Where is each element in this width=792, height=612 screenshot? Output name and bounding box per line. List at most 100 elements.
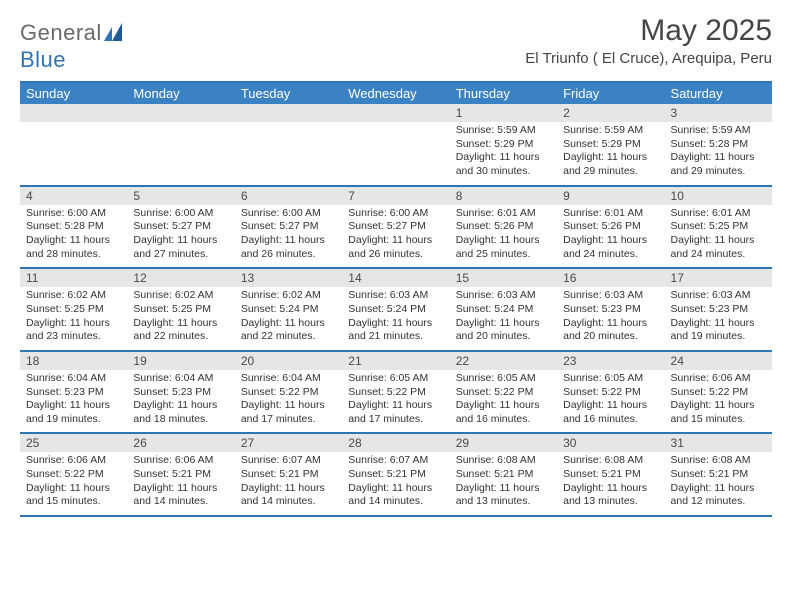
day-info: Sunrise: 6:00 AMSunset: 5:28 PMDaylight:… [20, 205, 127, 268]
sunrise-line: Sunrise: 6:05 AM [456, 372, 551, 386]
daylight-line: Daylight: 11 hours and 14 minutes. [241, 482, 336, 509]
day-number: 18 [20, 352, 127, 370]
day-info [235, 122, 342, 185]
sunset-line: Sunset: 5:23 PM [133, 386, 228, 400]
day-info: Sunrise: 6:03 AMSunset: 5:23 PMDaylight:… [665, 287, 772, 350]
dow-monday: Monday [127, 83, 234, 104]
daylight-line: Daylight: 11 hours and 21 minutes. [348, 317, 443, 344]
day-info: Sunrise: 6:02 AMSunset: 5:25 PMDaylight:… [20, 287, 127, 350]
info-row: Sunrise: 6:00 AMSunset: 5:28 PMDaylight:… [20, 205, 772, 268]
daylight-line: Daylight: 11 hours and 12 minutes. [671, 482, 766, 509]
daylight-line: Daylight: 11 hours and 23 minutes. [26, 317, 121, 344]
day-number: 10 [665, 187, 772, 205]
day-info: Sunrise: 6:06 AMSunset: 5:22 PMDaylight:… [665, 370, 772, 433]
sunset-line: Sunset: 5:21 PM [456, 468, 551, 482]
sunset-line: Sunset: 5:25 PM [671, 220, 766, 234]
sunset-line: Sunset: 5:27 PM [348, 220, 443, 234]
sunset-line: Sunset: 5:26 PM [563, 220, 658, 234]
day-info: Sunrise: 6:03 AMSunset: 5:23 PMDaylight:… [557, 287, 664, 350]
sunset-line: Sunset: 5:21 PM [563, 468, 658, 482]
sunrise-line: Sunrise: 6:04 AM [241, 372, 336, 386]
location: El Triunfo ( El Cruce), Arequipa, Peru [525, 50, 772, 67]
daylight-line: Daylight: 11 hours and 27 minutes. [133, 234, 228, 261]
day-number: 31 [665, 434, 772, 452]
sunrise-line: Sunrise: 6:08 AM [563, 454, 658, 468]
sunset-line: Sunset: 5:22 PM [671, 386, 766, 400]
day-number: 24 [665, 352, 772, 370]
day-number: 7 [342, 187, 449, 205]
daynum-row: 18192021222324 [20, 352, 772, 370]
weeks-container: 123Sunrise: 5:59 AMSunset: 5:29 PMDaylig… [20, 104, 772, 517]
sunset-line: Sunset: 5:23 PM [671, 303, 766, 317]
day-info: Sunrise: 6:00 AMSunset: 5:27 PMDaylight:… [342, 205, 449, 268]
daylight-line: Daylight: 11 hours and 25 minutes. [456, 234, 551, 261]
day-number: 9 [557, 187, 664, 205]
sunset-line: Sunset: 5:22 PM [456, 386, 551, 400]
day-number: 16 [557, 269, 664, 287]
day-info: Sunrise: 6:01 AMSunset: 5:25 PMDaylight:… [665, 205, 772, 268]
daylight-line: Daylight: 11 hours and 14 minutes. [348, 482, 443, 509]
day-info: Sunrise: 6:03 AMSunset: 5:24 PMDaylight:… [450, 287, 557, 350]
day-info: Sunrise: 6:05 AMSunset: 5:22 PMDaylight:… [450, 370, 557, 433]
sunset-line: Sunset: 5:24 PM [456, 303, 551, 317]
daylight-line: Daylight: 11 hours and 22 minutes. [133, 317, 228, 344]
sunset-line: Sunset: 5:21 PM [348, 468, 443, 482]
calendar: Sunday Monday Tuesday Wednesday Thursday… [20, 81, 772, 517]
day-number: 20 [235, 352, 342, 370]
sunrise-line: Sunrise: 6:02 AM [133, 289, 228, 303]
daynum-row: 11121314151617 [20, 269, 772, 287]
day-info: Sunrise: 6:04 AMSunset: 5:23 PMDaylight:… [20, 370, 127, 433]
title-block: May 2025 El Triunfo ( El Cruce), Arequip… [525, 14, 772, 67]
week-row: 18192021222324 Sunrise: 6:04 AM Sunset: 5:… [20, 352, 772, 435]
dow-saturday: Saturday [665, 83, 772, 104]
dow-friday: Friday [557, 83, 664, 104]
sunrise-line: Sunrise: 6:08 AM [671, 454, 766, 468]
sunrise-line: Sunrise: 6:00 AM [26, 207, 121, 221]
sunrise-line: Sunrise: 6:04 AM [26, 372, 121, 386]
day-info: Sunrise: 6:07 AMSunset: 5:21 PMDaylight:… [235, 452, 342, 515]
daylight-line: Daylight: 11 hours and 26 minutes. [241, 234, 336, 261]
sunset-line: Sunset: 5:25 PM [133, 303, 228, 317]
sunrise-line: Sunrise: 6:03 AM [671, 289, 766, 303]
daylight-line: Daylight: 11 hours and 24 minutes. [563, 234, 658, 261]
day-info: Sunrise: 6:03 AMSunset: 5:24 PMDaylight:… [342, 287, 449, 350]
day-number: 3 [665, 104, 772, 122]
sunrise-line: Sunrise: 5:59 AM [456, 124, 551, 138]
day-info: Sunrise: 5:59 AMSunset: 5:29 PMDaylight:… [557, 122, 664, 185]
day-number [235, 104, 342, 122]
daylight-line: Daylight: 11 hours and 17 minutes. [241, 399, 336, 426]
sunrise-line: Sunrise: 6:06 AM [671, 372, 766, 386]
day-info: Sunrise: 6:04 AMSunset: 5:23 PMDaylight:… [127, 370, 234, 433]
daylight-line: Daylight: 11 hours and 15 minutes. [26, 482, 121, 509]
sunrise-line: Sunrise: 5:59 AM [671, 124, 766, 138]
sunset-line: Sunset: 5:26 PM [456, 220, 551, 234]
sunset-line: Sunset: 5:21 PM [133, 468, 228, 482]
sunset-line: Sunset: 5:22 PM [348, 386, 443, 400]
sunrise-line: Sunrise: 5:59 AM [563, 124, 658, 138]
dow-thursday: Thursday [450, 83, 557, 104]
day-number: 22 [450, 352, 557, 370]
sunrise-line: Sunrise: 6:02 AM [26, 289, 121, 303]
logo: GeneralBlue [20, 14, 128, 73]
info-row: Sunrise: 6:04 AM Sunset: 5:23 PM Daylight:… [20, 370, 772, 433]
sunrise-line: Sunrise: 6:00 AM [241, 207, 336, 221]
info-row: Sunrise: 6:06 AMSunset: 5:22 PMDaylight:… [20, 452, 772, 515]
sunset-line: Sunset: 5:25 PM [26, 303, 121, 317]
day-info: Sunrise: 6:01 AMSunset: 5:26 PMDaylight:… [557, 205, 664, 268]
daylight-line: Daylight: 11 hours and 20 minutes. [456, 317, 551, 344]
sunrise-line: Sunrise: 6:07 AM [348, 454, 443, 468]
sunrise-line: Sunrise: 6:03 AM [563, 289, 658, 303]
header: GeneralBlue May 2025 El Triunfo ( El Cru… [20, 14, 772, 73]
day-number [127, 104, 234, 122]
sunset-line: Sunset: 5:27 PM [241, 220, 336, 234]
info-row: Sunrise: 5:59 AMSunset: 5:29 PMDaylight:… [20, 122, 772, 185]
daylight-line: Daylight: 11 hours and 16 minutes. [456, 399, 551, 426]
day-info: Sunrise: 6:08 AMSunset: 5:21 PMDaylight:… [450, 452, 557, 515]
daylight-line: Daylight: 11 hours and 26 minutes. [348, 234, 443, 261]
sunset-line: Sunset: 5:23 PM [563, 303, 658, 317]
sunrise-line: Sunrise: 6:05 AM [563, 372, 658, 386]
sunrise-line: Sunrise: 6:06 AM [133, 454, 228, 468]
day-info: Sunrise: 6:02 AMSunset: 5:24 PMDaylight:… [235, 287, 342, 350]
day-info: Sunrise: 6:05 AMSunset: 5:22 PMDaylight:… [557, 370, 664, 433]
sunset-line: Sunset: 5:22 PM [563, 386, 658, 400]
